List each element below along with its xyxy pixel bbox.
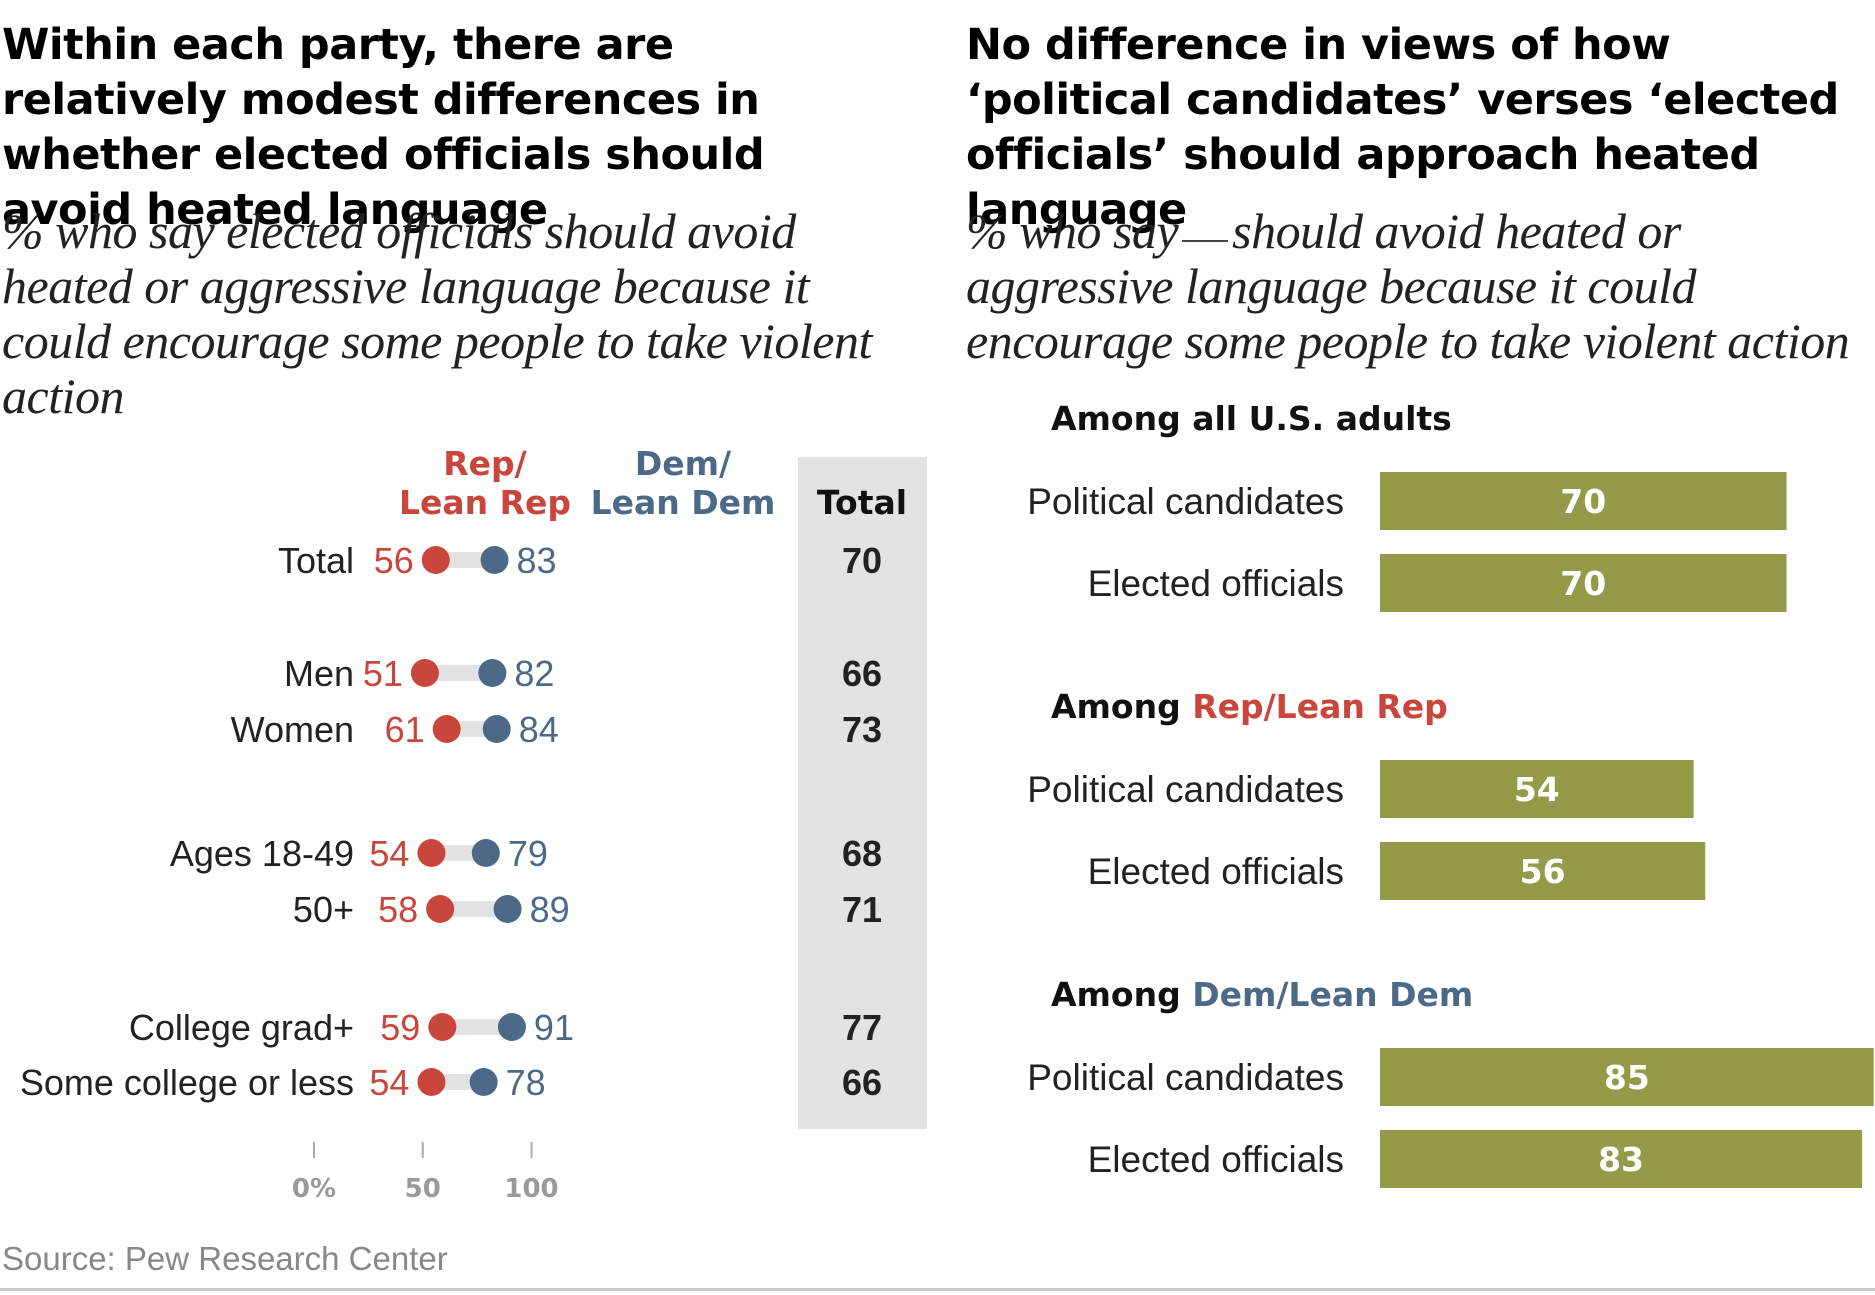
group-title-prefix: Among all U.S. adults [1051, 399, 1452, 438]
dem-dot [497, 1013, 526, 1041]
bar [1380, 1130, 1863, 1188]
x-axis-tick-label: 0% [292, 1174, 336, 1204]
left-chart-title: Within each party, there are relatively … [2, 20, 765, 235]
x-axis-tick-label: 100 [504, 1174, 558, 1204]
bar-value-label: 70 [1560, 564, 1606, 603]
total-column-bg [798, 457, 927, 1129]
bar [1380, 842, 1706, 900]
dem-value-label: 84 [519, 709, 559, 750]
bar-category-label: Elected officials [1088, 1139, 1344, 1180]
legend-rep-line1: Rep/ [443, 444, 527, 483]
bar [1380, 472, 1787, 530]
row-label: 50+ [293, 889, 354, 930]
right-chart-subtitle: % who say should avoid heated or aggressi… [966, 204, 1875, 369]
right-subtitle-part2: should avoid heated or aggressive langua… [966, 203, 1850, 369]
bar-value-label: 56 [1520, 852, 1566, 891]
group-title: Among Rep/Lean Rep [1051, 687, 1448, 726]
rep-value-label: 61 [385, 709, 425, 750]
dem-dot [471, 839, 500, 867]
group-title-highlight: Rep/Lean Rep [1192, 687, 1448, 726]
bar [1380, 554, 1787, 612]
rep-value-label: 59 [380, 1007, 420, 1048]
dem-value-label: 83 [517, 540, 557, 581]
rep-dot [417, 839, 446, 867]
legend-total: Total [817, 483, 907, 522]
bar-category-label: Elected officials [1088, 563, 1344, 604]
group-title-prefix: Among [1051, 975, 1192, 1014]
row-label: Total [278, 540, 354, 581]
dem-dot [478, 659, 507, 687]
legend-rep-line2: Lean Rep [399, 483, 571, 522]
bar [1380, 1048, 1874, 1106]
dem-value-label: 79 [508, 833, 548, 874]
group-title: Among all U.S. adults [1051, 399, 1452, 438]
dem-dot [482, 715, 511, 743]
group-title-prefix: Among [1051, 687, 1192, 726]
x-axis-tick-label: 50 [405, 1174, 441, 1204]
total-value-label: 66 [842, 653, 882, 694]
legend-dem-line1: Dem/ [635, 444, 732, 483]
bar-value-label: 83 [1598, 1140, 1644, 1179]
bar-value-label: 70 [1560, 482, 1606, 521]
dem-value-label: 82 [514, 653, 554, 694]
bottom-rule [0, 1288, 1875, 1291]
total-value-label: 71 [842, 889, 882, 930]
row-label: Some college or less [20, 1062, 354, 1103]
rep-value-label: 54 [369, 1062, 409, 1103]
row-label: Ages 18-49 [170, 833, 354, 874]
rep-value-label: 51 [363, 653, 403, 694]
group-title: Among Dem/Lean Dem [1051, 975, 1473, 1014]
rep-dot [410, 659, 439, 687]
rep-value-label: 58 [378, 889, 418, 930]
group-title-highlight: Dem/Lean Dem [1192, 975, 1473, 1014]
total-value-label: 70 [842, 540, 882, 581]
source-note: Source: Pew Research Center [2, 1240, 448, 1277]
bar-category-label: Political candidates [1027, 481, 1344, 522]
bar-category-label: Political candidates [1027, 1057, 1344, 1098]
dem-dot [493, 895, 522, 923]
bar-category-label: Elected officials [1088, 851, 1344, 892]
rep-dot [421, 546, 450, 574]
bar-category-label: Political candidates [1027, 769, 1344, 810]
rep-dot [417, 1068, 446, 1096]
subtitle-blank [1182, 240, 1229, 242]
dem-value-label: 78 [506, 1062, 546, 1103]
total-value-label: 66 [842, 1062, 882, 1103]
total-value-label: 68 [842, 833, 882, 874]
rep-value-label: 56 [374, 540, 414, 581]
bar-value-label: 85 [1604, 1058, 1650, 1097]
dem-value-label: 91 [534, 1007, 574, 1048]
bar-value-label: 54 [1514, 770, 1560, 809]
rep-value-label: 54 [369, 833, 409, 874]
total-value-label: 73 [842, 709, 882, 750]
bar [1380, 760, 1694, 818]
dem-dot [469, 1068, 498, 1096]
rep-dot [426, 895, 455, 923]
right-subtitle-part1: % who say [966, 203, 1179, 259]
row-label: Men [284, 653, 354, 694]
row-label: College grad+ [129, 1007, 354, 1048]
row-label: Women [231, 709, 354, 750]
dem-dot [480, 546, 509, 574]
total-value-label: 77 [842, 1007, 882, 1048]
dem-value-label: 89 [530, 889, 570, 930]
legend-dem-line2: Lean Dem [591, 483, 776, 522]
left-chart-subtitle: % who say elected officials should avoid… [2, 203, 872, 424]
rep-dot [428, 1013, 457, 1041]
rep-dot [432, 715, 461, 743]
right-chart-title: No difference in views of how ‘political… [966, 20, 1839, 235]
